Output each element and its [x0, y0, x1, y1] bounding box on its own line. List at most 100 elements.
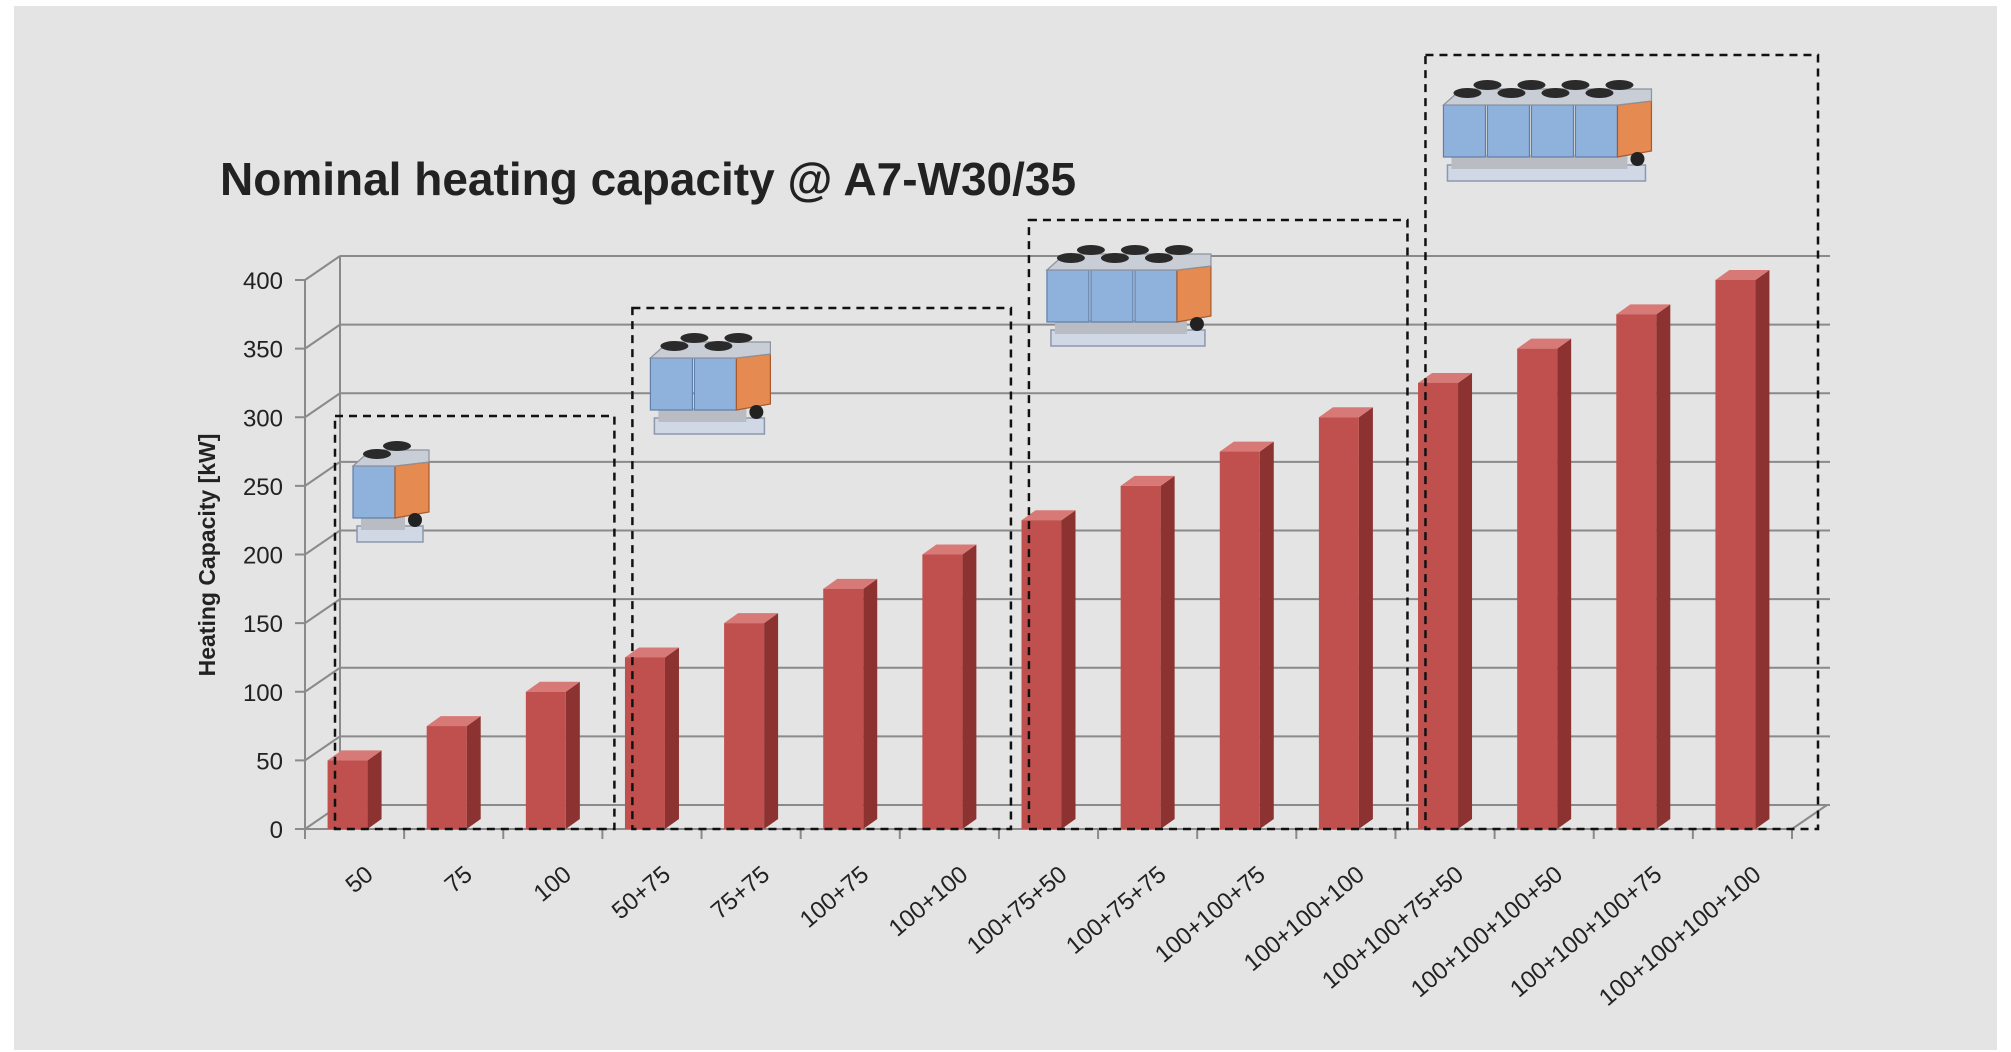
unit-fan [1585, 88, 1614, 98]
unit-fan [1453, 88, 1482, 98]
bar-side [1061, 510, 1076, 829]
unit-fan [1056, 253, 1085, 263]
bar-top [1715, 270, 1770, 280]
unit-piping [658, 408, 747, 422]
bar-side [1656, 304, 1671, 829]
heat-pump-unit-icon [648, 333, 772, 435]
unit-fan [1605, 80, 1634, 90]
unit-panel [1530, 104, 1575, 158]
bar-side [664, 647, 679, 829]
unit-piping [1451, 155, 1628, 169]
unit-panel [649, 357, 694, 411]
heat-pump-unit-icon [1441, 80, 1653, 182]
unit-fan [363, 449, 391, 459]
unit-coil [394, 461, 430, 519]
bar-top [1517, 338, 1572, 349]
bar-100+75+75 [1120, 475, 1175, 829]
group-box [1027, 218, 1409, 831]
bar-top [1418, 372, 1473, 383]
bar-100+100+100+75 [1616, 304, 1671, 829]
unit-fan [1100, 253, 1129, 263]
unit-fan [1541, 88, 1570, 98]
gridline-diagonal [304, 392, 341, 419]
group-box [1424, 53, 1820, 831]
unit-coil [735, 353, 772, 411]
bar-top [525, 681, 580, 692]
bar [823, 588, 864, 829]
unit-pump [1630, 152, 1645, 166]
bar [624, 657, 665, 829]
gridline-diagonal [304, 735, 341, 762]
bar-top [426, 716, 481, 727]
bar-top [327, 750, 382, 761]
heat-pump-unit-icon [1045, 245, 1212, 347]
bar-side [466, 716, 481, 829]
gridline-diagonal [304, 666, 341, 693]
bar [327, 760, 368, 829]
group-box [333, 414, 616, 831]
gridline-diagonal [304, 323, 341, 350]
unit-fan [383, 441, 411, 451]
bar-side [863, 578, 878, 829]
unit-coil [1176, 265, 1212, 323]
bar-top [1219, 441, 1274, 452]
unit-panel [1442, 104, 1487, 158]
bar [1616, 314, 1657, 829]
bar-100+100+100 [1318, 407, 1373, 829]
y-tick-label: 50 [256, 748, 283, 775]
unit-panel [1134, 269, 1178, 323]
unit-panel [1574, 104, 1619, 158]
bar-top [624, 647, 679, 658]
y-tick-label: 300 [243, 405, 283, 432]
unit-fan [1473, 80, 1502, 90]
unit-fan [660, 341, 689, 351]
unit-fan [704, 341, 733, 351]
bar [724, 623, 765, 829]
bar-100+100 [922, 544, 977, 829]
bar-top [1120, 475, 1175, 486]
bar-top [823, 578, 878, 589]
chart-title: Nominal heating capacity @ A7-W30/35 [220, 153, 1076, 205]
gridline-diagonal [304, 255, 341, 281]
unit-fan [724, 333, 753, 343]
unit-fan [680, 333, 709, 343]
bar-100 [525, 681, 580, 829]
bar-side [1458, 372, 1473, 829]
bar-side [764, 613, 779, 829]
y-tick-label: 200 [243, 543, 283, 570]
y-tick-label: 400 [243, 268, 283, 295]
y-axis-title: Heating Capacity [kW] [194, 434, 220, 677]
unit-piping [361, 516, 405, 530]
x-axis-depth-line [1791, 804, 1828, 830]
bar-100+100+75 [1219, 441, 1274, 829]
unit-panel [1090, 269, 1134, 323]
unit-panel [352, 465, 396, 519]
grid-layer [304, 255, 1830, 830]
bar [1517, 348, 1558, 829]
heat-pump-unit-icon [351, 441, 430, 543]
unit-fan [1120, 245, 1149, 255]
unit-piping [1054, 320, 1187, 334]
bar-75 [426, 716, 481, 829]
unit-fan [1164, 245, 1193, 255]
y-tick-label: 100 [243, 680, 283, 707]
bar [922, 554, 963, 829]
unit-fan [1561, 80, 1590, 90]
bar-top [724, 613, 779, 624]
unit-panel [693, 357, 738, 411]
bar-side [1755, 270, 1770, 829]
unit-pump [408, 513, 422, 527]
unit-coil [1616, 100, 1653, 158]
bar-75+75 [724, 613, 779, 829]
bar-side [565, 681, 580, 829]
y-tick-label: 350 [243, 337, 283, 364]
bar [426, 726, 467, 829]
bar-top [1616, 304, 1671, 315]
groups-layer [333, 53, 1820, 831]
unit-fan [1144, 253, 1173, 263]
bar-side [1259, 441, 1274, 829]
unit-panel [1046, 269, 1090, 323]
unit-fan [1497, 88, 1526, 98]
